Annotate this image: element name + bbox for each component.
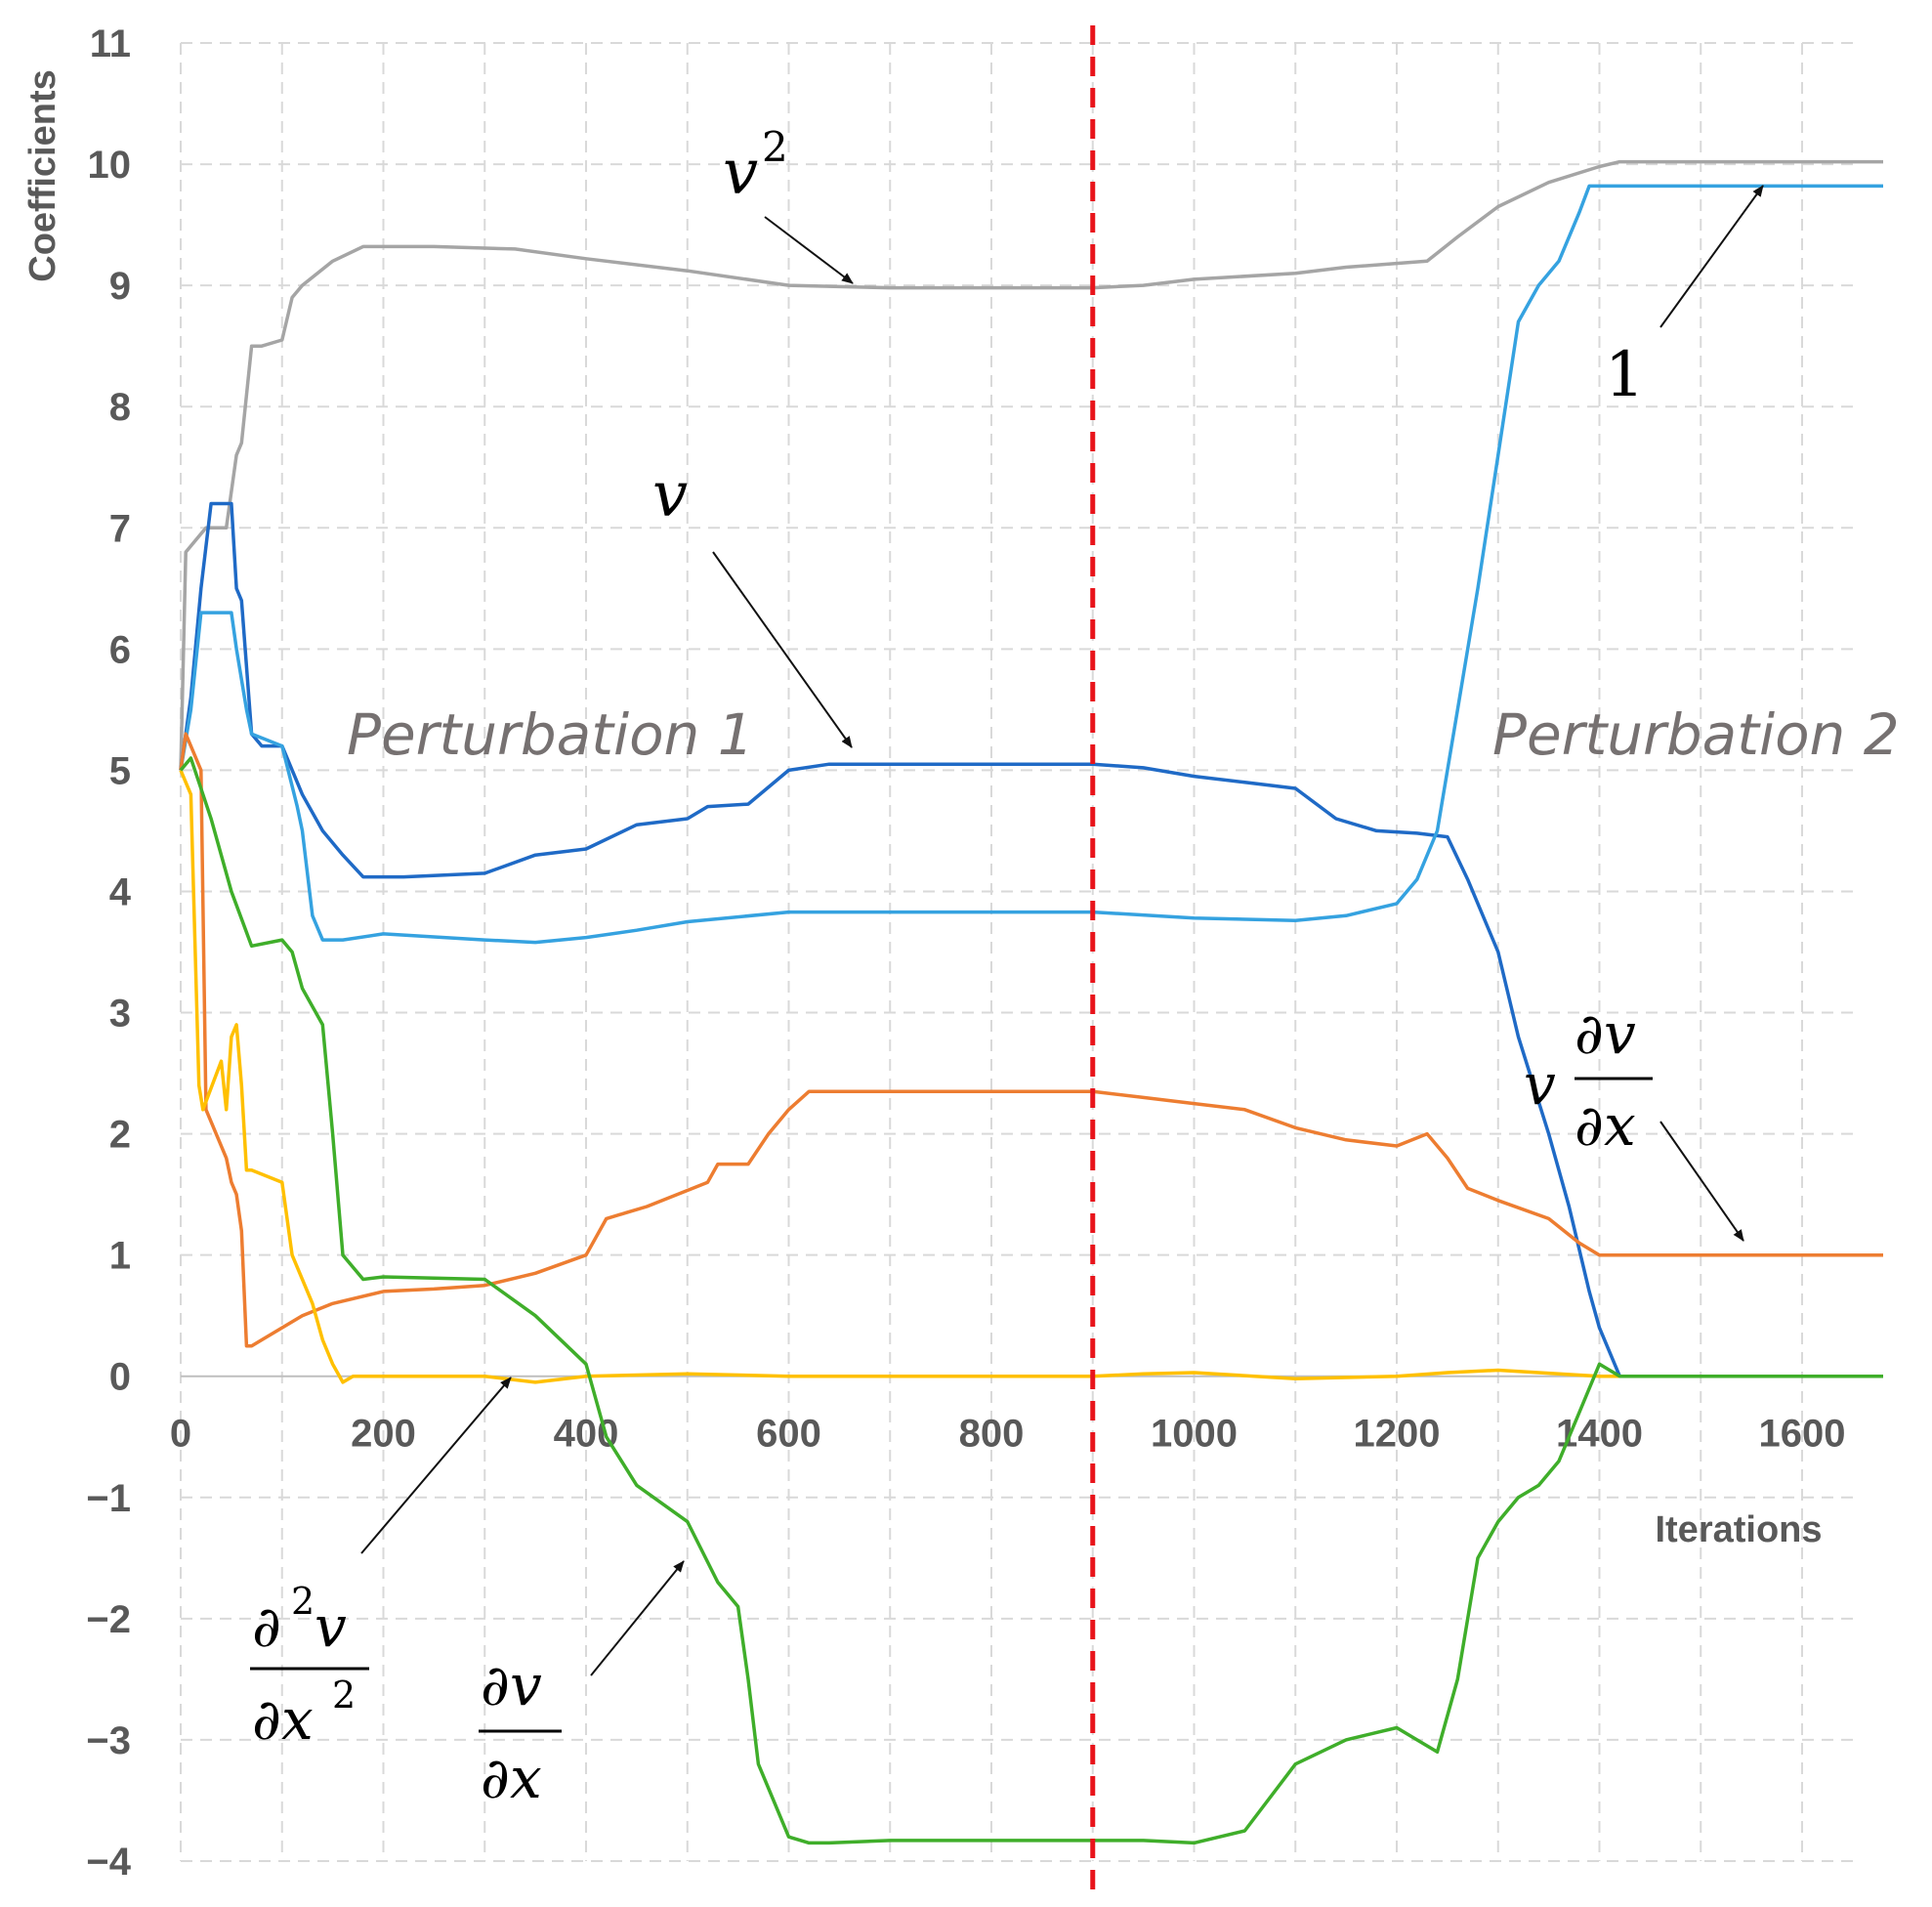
- y-tick-label: 5: [109, 749, 131, 792]
- label-v-dvdx-denominator: ∂x: [1575, 1092, 1636, 1159]
- x-tick-label: 400: [554, 1413, 619, 1456]
- arrow-one: [1659, 185, 1764, 328]
- x-tick-label: 800: [959, 1413, 1025, 1456]
- series-line--v-x-: [179, 769, 1883, 1384]
- label-d2v-numerator-d: ∂: [252, 1593, 281, 1660]
- series-line--v-x: [179, 756, 1883, 1845]
- series-line-v-2: [179, 159, 1883, 771]
- label-v-dvdx-numerator: ∂v: [1575, 1000, 1636, 1067]
- y-tick-label: 2: [109, 1114, 131, 1157]
- label-d2v-numerator-exp: 2: [291, 1580, 315, 1623]
- y-tick-label: 9: [109, 265, 131, 308]
- arrow-v-dvdx: [1659, 1121, 1744, 1242]
- label-d2v-dx2: ∂ 2 v ∂x 2: [250, 1580, 369, 1753]
- x-tick-label: 1000: [1151, 1413, 1238, 1456]
- y-axis-title: Coefficients: [22, 69, 63, 281]
- label-v-squared-exponent: 2: [762, 123, 788, 171]
- label-one: 1: [1605, 339, 1645, 411]
- y-tick-label: 8: [109, 386, 131, 429]
- label-dvdx-numerator: ∂v: [481, 1652, 542, 1718]
- x-tick-labels: 0 200 400 600 800 1000 1200 1400 1600: [170, 1413, 1846, 1456]
- x-tick-label: 600: [756, 1413, 821, 1456]
- y-tick-label: 10: [88, 144, 132, 187]
- series-line-v: [179, 501, 1883, 1378]
- y-tick-label: −3: [86, 1719, 131, 1762]
- x-tick-label: 1600: [1759, 1413, 1846, 1456]
- perturbation-2-label: Perturbation 2: [1492, 701, 1900, 768]
- y-tick-label: 11: [90, 22, 131, 65]
- y-tick-label: −4: [86, 1841, 131, 1884]
- label-dvdx-denominator: ∂x: [481, 1745, 542, 1811]
- y-tick-label: 4: [109, 870, 132, 913]
- label-d2v-denominator: ∂x: [252, 1686, 314, 1753]
- label-d2v-numerator-v: v: [315, 1593, 347, 1660]
- arrow-dvdx: [590, 1560, 685, 1676]
- y-tick-label: −2: [86, 1598, 131, 1641]
- y-tick-label: 1: [109, 1235, 131, 1278]
- y-tick-label: 3: [109, 993, 131, 1036]
- label-d2v-denominator-exp: 2: [332, 1674, 356, 1716]
- series-lines: [179, 159, 1883, 1845]
- series-line-1: [179, 184, 1883, 945]
- arrow-v: [712, 551, 853, 748]
- y-tick-label: 0: [109, 1356, 131, 1399]
- label-v: v: [652, 459, 688, 531]
- y-tick-label: 7: [109, 507, 131, 550]
- perturbation-1-label: Perturbation 1: [347, 701, 754, 768]
- label-v-dvdx: v ∂v ∂x: [1524, 1000, 1653, 1159]
- arrow-v-squared: [764, 216, 854, 284]
- label-v-squared-base: v: [723, 137, 758, 209]
- gridlines: [180, 42, 1861, 1862]
- series-line-v-v-x: [179, 732, 1883, 1348]
- x-axis-title: Iterations: [1655, 1509, 1822, 1550]
- x-tick-label: 0: [170, 1413, 191, 1456]
- label-v-dvdx-v: v: [1524, 1051, 1556, 1118]
- arrow-d2v-dx2: [360, 1377, 512, 1554]
- y-tick-label: −1: [86, 1477, 131, 1520]
- x-tick-label: 1200: [1354, 1413, 1441, 1456]
- x-tick-label: 200: [351, 1413, 416, 1456]
- y-tick-label: 6: [109, 628, 131, 671]
- label-v-squared: v 2: [723, 123, 788, 209]
- label-dvdx: ∂v ∂x: [479, 1652, 562, 1811]
